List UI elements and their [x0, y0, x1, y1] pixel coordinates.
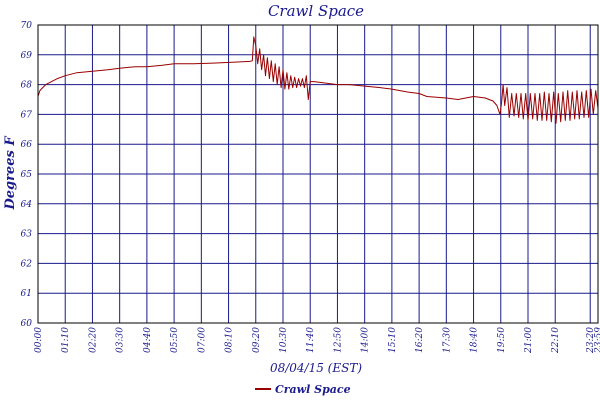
x-tick-label: 10:30	[279, 327, 289, 353]
x-tick-label: 04:40	[143, 327, 153, 353]
y-tick-label: 62	[21, 259, 33, 269]
legend-label: Crawl Space	[275, 383, 351, 396]
y-tick-label: 66	[21, 140, 33, 150]
x-tick-label: 23:20	[586, 327, 596, 354]
x-tick-label: 01:10	[61, 327, 71, 353]
x-tick-label: 03:30	[116, 327, 126, 353]
x-tick-label: 21:00	[524, 327, 534, 354]
x-tick-label: 19:50	[497, 327, 507, 353]
x-tick-label: 07:00	[197, 327, 207, 353]
x-tick-label: 14:00	[361, 327, 371, 353]
x-tick-label: 18:40	[470, 327, 480, 353]
x-tick-label: 02:20	[88, 327, 98, 353]
x-tick-label: 12:50	[333, 327, 343, 353]
y-tick-label: 70	[21, 21, 33, 31]
y-tick-label: 60	[21, 319, 33, 329]
y-tick-label: 65	[21, 170, 33, 180]
x-tick-label: 23:59	[594, 327, 600, 354]
x-tick-label: 00:00	[34, 327, 44, 353]
plot-frame	[37, 24, 599, 324]
x-tick-label: 16:20	[415, 327, 425, 353]
x-tick-label: 09:20	[252, 327, 262, 353]
series-layer	[37, 36, 599, 124]
grid	[37, 24, 599, 324]
x-tick-label: 05:50	[170, 327, 180, 353]
series-line-crawl-space	[37, 36, 599, 124]
y-tick-label: 68	[21, 81, 33, 91]
x-tick-label: 22:10	[551, 327, 561, 354]
chart-title: Crawl Space	[268, 2, 364, 20]
x-axis-label: 08/04/15 (EST)	[270, 361, 362, 375]
y-tick-label: 67	[21, 110, 33, 120]
legend: Crawl Space	[255, 383, 351, 396]
x-tick-label: 08:10	[225, 327, 235, 353]
x-tick-label: 17:30	[442, 327, 452, 353]
y-axis-label: Degrees F	[3, 136, 18, 211]
y-tick-label: 69	[21, 51, 33, 61]
y-tick-label: 64	[21, 200, 33, 210]
x-tick-labels: 00:00 01:10 02:20 03:30 04:40 05:50 07:00 08:10…	[34, 327, 600, 354]
y-tick-label: 61	[21, 289, 32, 299]
y-tick-label: 63	[21, 230, 33, 240]
y-tick-labels: 60 61 62 63 64 65 66 67 68 69 70	[21, 21, 33, 329]
x-tick-label: 11:40	[306, 327, 316, 353]
x-tick-label: 15:10	[388, 327, 398, 353]
